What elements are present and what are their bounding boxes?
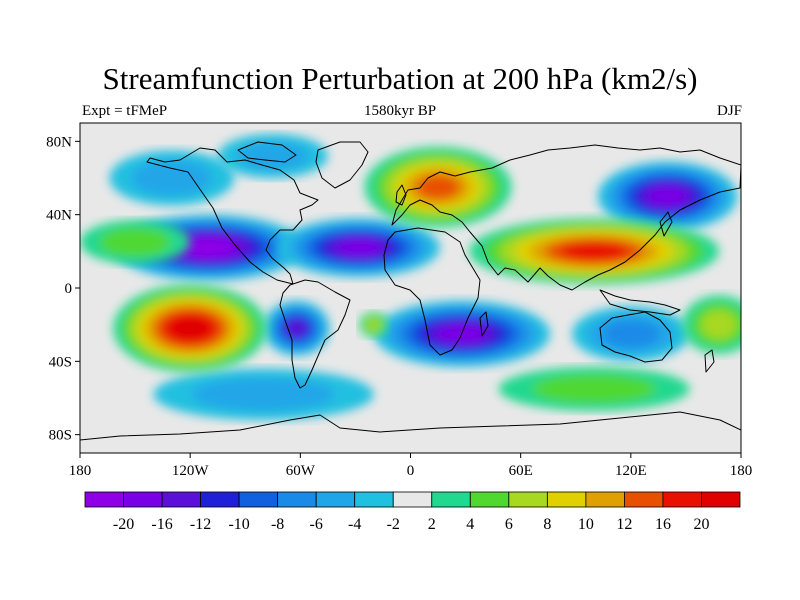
contour-band	[602, 320, 660, 348]
colorbar-label: -8	[271, 516, 284, 533]
coast-madagascar	[479, 311, 489, 337]
lat-tick-label: 40N	[46, 208, 72, 224]
coast-south-america	[279, 279, 351, 389]
colorbar-label: -4	[348, 516, 361, 533]
colorbar-label: 6	[505, 516, 513, 533]
colorbar-swatch	[469, 491, 510, 508]
colorbar-label: 10	[578, 516, 594, 533]
colorbar-label: -16	[151, 516, 172, 533]
colorbar-label: 2	[428, 516, 436, 533]
chart-title: Streamfunction Perturbation at 200 hPa (…	[102, 61, 698, 96]
longitude-axis: 180 120W 60W 0 60E 120E 180	[69, 453, 753, 479]
contour-band	[170, 317, 210, 340]
season-label: DJF	[716, 103, 742, 119]
colorbar-swatch	[624, 491, 664, 508]
colorbar-label: 8	[543, 516, 551, 533]
contour-band	[366, 318, 381, 331]
anomaly-cell	[109, 150, 235, 206]
colorbar-swatch	[662, 491, 702, 508]
colorbar-swatch	[315, 491, 356, 508]
colorbar-label: -2	[387, 516, 400, 533]
lat-tick-label: 0	[65, 281, 73, 297]
colorbar-label: -20	[113, 516, 134, 533]
anomaly-cell	[153, 368, 374, 421]
lon-tick-label: 60W	[286, 463, 316, 479]
streamfunction-field	[80, 133, 741, 421]
colorbar-label: -12	[190, 516, 211, 533]
colorbar-swatch	[585, 491, 625, 508]
anomaly-cell	[278, 218, 440, 278]
coast-japan	[659, 211, 673, 237]
lon-tick-label: 120W	[172, 463, 210, 479]
lon-tick-label: 120E	[615, 463, 647, 479]
contour-band	[192, 377, 335, 411]
lon-tick-label: 180	[730, 463, 753, 479]
colorbar-swatch	[546, 491, 587, 508]
lat-tick-label: 80S	[49, 428, 72, 444]
anomaly-cell	[498, 366, 690, 411]
lat-tick-label: 80N	[46, 134, 72, 150]
colorbar-swatch	[123, 491, 163, 508]
colorbar-swatch	[161, 491, 201, 508]
colorbar-label: 16	[655, 516, 671, 533]
coast-australia	[599, 311, 673, 363]
contour-band	[559, 242, 629, 261]
lon-tick-label: 180	[69, 463, 92, 479]
map-panel	[79, 122, 742, 454]
anomaly-cell	[263, 300, 330, 356]
colorbar-swatch	[200, 491, 240, 508]
contour-band	[415, 174, 461, 200]
colorbar-swatch	[354, 491, 394, 508]
colorbar-swatch	[701, 491, 741, 508]
colorbar-swatch	[508, 491, 548, 508]
anomaly-cell	[597, 161, 738, 232]
coast-eurasia	[391, 144, 741, 291]
colorbar-label: -10	[228, 516, 249, 533]
contour-band	[701, 310, 737, 340]
colorbar: -20 -16 -12 -10 -8 -6 -4 -2 2 4 6 8 10 12 16 20	[84, 491, 741, 533]
anomaly-cell	[359, 311, 389, 338]
colorbar-swatch	[84, 491, 124, 508]
contour-band	[648, 186, 687, 206]
coast-arctic-islands	[237, 141, 297, 163]
experiment-label: Expt = tFMeP	[82, 103, 168, 119]
anomaly-cell	[364, 146, 512, 228]
anomaly-cell	[113, 284, 268, 373]
period-label: 1580kyr BP	[363, 103, 437, 119]
colorbar-swatch	[392, 491, 433, 508]
coast-africa	[383, 227, 481, 356]
contour-band	[336, 239, 382, 256]
anomaly-cell	[469, 218, 719, 285]
coast-britain	[395, 184, 407, 206]
coast-new-zealand	[704, 349, 715, 373]
anomaly-cell	[682, 295, 741, 355]
coast-antarctica	[80, 411, 741, 441]
coast-greenland	[315, 141, 369, 189]
contour-band	[286, 319, 307, 337]
colorbar-label: -6	[310, 516, 323, 533]
anomaly-cell	[217, 133, 328, 179]
contour-band	[532, 374, 656, 404]
coastlines	[80, 141, 741, 441]
contour-band	[131, 160, 213, 196]
colorbar-label: 4	[466, 516, 474, 533]
anomaly-cell	[80, 220, 191, 265]
coast-maritime-continent	[599, 289, 681, 316]
contour-band	[184, 239, 233, 256]
colorbar-swatch	[277, 491, 317, 508]
lon-tick-label: 0	[407, 463, 415, 479]
contour-band	[99, 227, 171, 257]
colorbar-swatch	[238, 491, 279, 508]
colorbar-label: 20	[693, 516, 709, 533]
latitude-axis: 80N 40N 0 40S 80S	[46, 134, 80, 444]
lat-tick-label: 40S	[49, 354, 72, 370]
colorbar-swatch	[431, 491, 471, 508]
lon-tick-label: 60E	[509, 463, 533, 479]
colorbar-label: 12	[616, 516, 632, 533]
